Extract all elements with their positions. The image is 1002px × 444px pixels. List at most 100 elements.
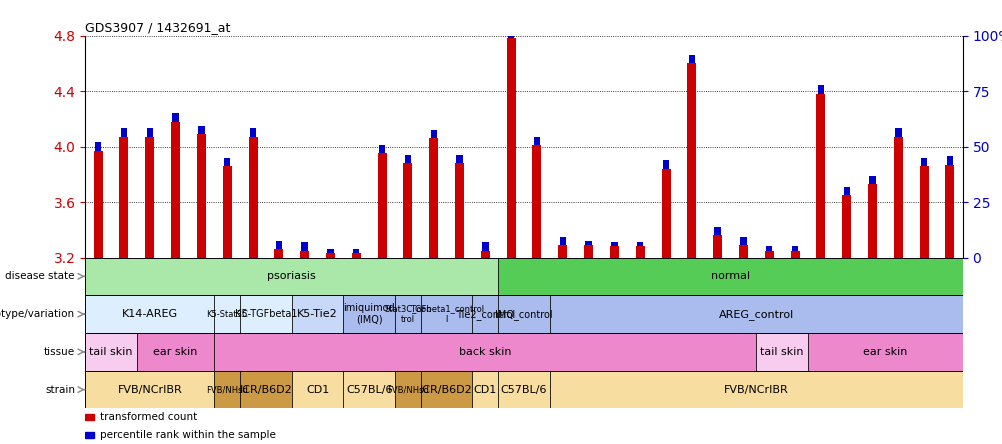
Text: back skin: back skin [459, 347, 511, 357]
Bar [429, 138, 438, 258]
Bar [583, 245, 592, 258]
Bar [842, 195, 851, 258]
Bar [403, 163, 412, 258]
Bar [377, 154, 386, 258]
Text: transformed count: transformed count [100, 412, 197, 422]
Text: K14-AREG: K14-AREG [121, 309, 177, 319]
Bar [292, 371, 343, 408]
Bar [249, 128, 256, 137]
Text: ICR/B6D2: ICR/B6D2 [239, 385, 292, 395]
Text: Stat3C_con
trol: Stat3C_con trol [384, 305, 431, 324]
Bar [919, 166, 928, 258]
Bar [198, 126, 204, 134]
Bar [172, 113, 178, 122]
Bar [276, 241, 282, 249]
Bar [343, 295, 395, 333]
Text: CD1: CD1 [306, 385, 329, 395]
Text: ICR/B6D2: ICR/B6D2 [420, 385, 473, 395]
Bar [610, 242, 617, 246]
Bar [85, 333, 136, 371]
Bar [635, 246, 644, 258]
Text: K5-Stat3C: K5-Stat3C [206, 309, 247, 319]
Text: Tie2_control: Tie2_control [455, 309, 514, 320]
Bar [352, 254, 361, 258]
Bar [327, 249, 334, 254]
Text: FVB/NHsd: FVB/NHsd [206, 385, 247, 394]
Bar [430, 130, 437, 138]
Text: psoriasis: psoriasis [268, 271, 316, 281]
Bar [455, 163, 464, 258]
Bar [869, 176, 875, 184]
Bar [945, 165, 954, 258]
Bar [214, 295, 239, 333]
Bar [292, 295, 343, 333]
Bar [214, 371, 239, 408]
Text: ear skin: ear skin [863, 347, 907, 357]
Bar [136, 333, 214, 371]
Bar [146, 128, 152, 137]
Text: AREG_control: AREG_control [718, 309, 794, 320]
Text: C57BL/6: C57BL/6 [500, 385, 547, 395]
Text: imiquimod
(IMQ): imiquimod (IMQ) [343, 303, 395, 325]
Bar [549, 295, 962, 333]
Text: GDS3907 / 1432691_at: GDS3907 / 1432691_at [85, 21, 230, 34]
Text: tissue: tissue [44, 347, 75, 357]
Bar [85, 414, 94, 420]
Bar [636, 242, 642, 246]
Bar [343, 371, 395, 408]
Bar [480, 250, 489, 258]
Bar [456, 155, 462, 163]
Text: FVB/NCrIBR: FVB/NCrIBR [117, 385, 182, 395]
Bar [196, 134, 205, 258]
Bar [816, 94, 825, 258]
Bar [893, 137, 902, 258]
Bar [239, 295, 292, 333]
Bar [713, 227, 720, 235]
Bar [686, 63, 695, 258]
Text: CD1: CD1 [473, 385, 496, 395]
Bar [532, 145, 541, 258]
Bar [302, 242, 308, 250]
Bar [507, 30, 514, 38]
Bar [946, 156, 952, 165]
Bar [395, 371, 421, 408]
Bar [472, 295, 498, 333]
Text: normal: normal [710, 271, 749, 281]
Bar [93, 151, 102, 258]
Bar [223, 158, 230, 166]
Text: genotype/variation: genotype/variation [0, 309, 75, 319]
Text: K5-TGFbeta1: K5-TGFbeta1 [234, 309, 297, 319]
Bar [421, 295, 472, 333]
Bar [661, 169, 670, 258]
Bar [738, 245, 747, 258]
Bar [239, 371, 292, 408]
Bar [119, 137, 128, 258]
Bar [558, 245, 567, 258]
Bar [326, 254, 335, 258]
Bar [817, 86, 824, 94]
Bar [662, 160, 668, 169]
Text: K5-Tie2: K5-Tie2 [297, 309, 338, 319]
Bar [756, 333, 808, 371]
Bar [498, 295, 549, 333]
Bar [248, 137, 258, 258]
Text: disease state: disease state [5, 271, 75, 281]
Text: IMQ_control: IMQ_control [495, 309, 552, 320]
Text: tail skin: tail skin [89, 347, 132, 357]
Bar [739, 237, 745, 245]
Text: percentile rank within the sample: percentile rank within the sample [100, 430, 276, 440]
Bar [300, 250, 309, 258]
Bar [95, 143, 101, 151]
Bar [379, 145, 385, 154]
Bar [85, 258, 498, 295]
Bar [472, 371, 498, 408]
Bar [214, 333, 756, 371]
Bar [533, 137, 540, 145]
Bar [766, 246, 772, 250]
Bar [506, 38, 515, 258]
Text: strain: strain [45, 385, 75, 395]
Bar [764, 250, 773, 258]
Bar [85, 371, 214, 408]
Text: C57BL/6: C57BL/6 [346, 385, 392, 395]
Bar [867, 184, 876, 258]
